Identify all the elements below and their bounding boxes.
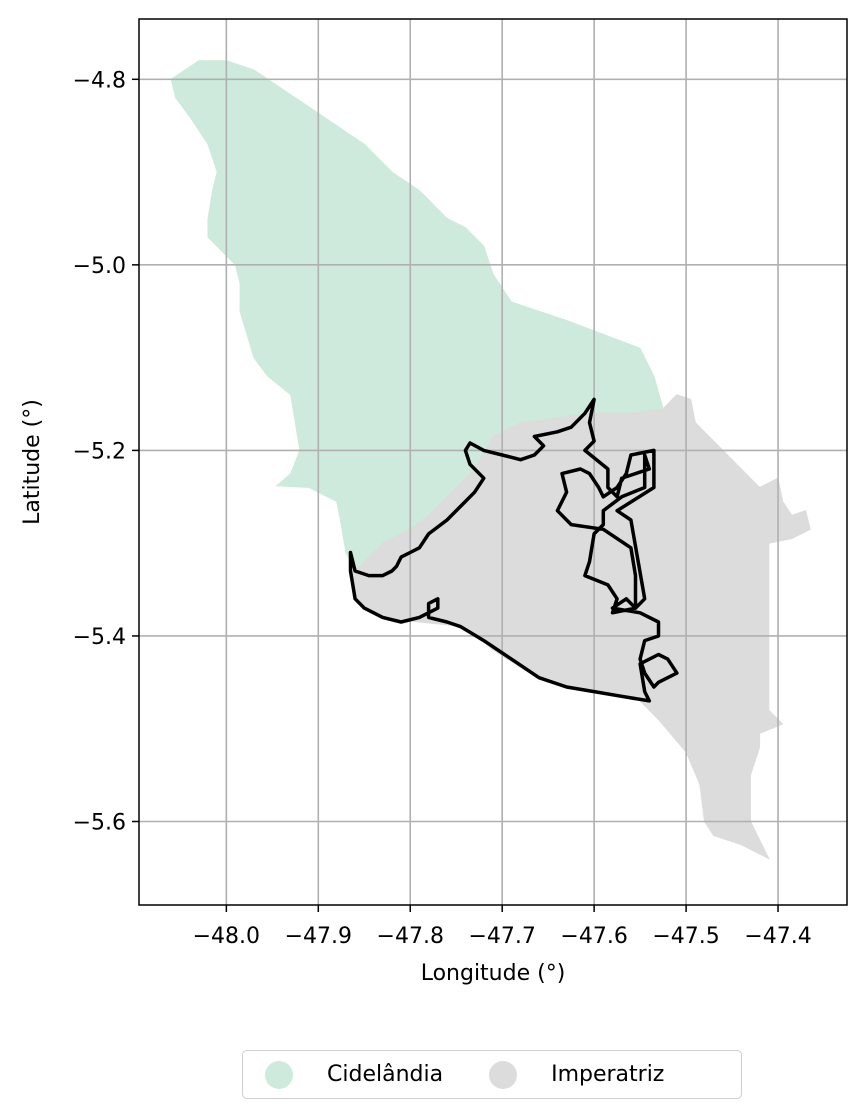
y-axis-ticks: −4.8 −5.0 −5.2 −5.4 −5.6 [73,68,139,836]
legend-label-imperatriz: Imperatriz [551,1062,665,1087]
legend-label-cidelandia: Cidelândia [327,1062,444,1087]
legend-marker-cidelandia [265,1060,293,1089]
x-tick-label: −47.8 [377,924,444,949]
y-tick-label: −5.2 [73,439,126,464]
x-tick-label: −47.7 [468,924,535,949]
x-tick-label: −47.6 [560,924,627,949]
legend-item-imperatriz: Imperatriz [489,1060,665,1089]
regions-layer [170,60,811,860]
plot-frame [138,18,848,906]
x-axis-ticks: −48.0 −47.9 −47.8 −47.7 −47.6 −47.5 −47.4 [193,905,812,949]
y-tick-label: −5.0 [73,254,126,279]
x-axis-title: Longitude (°) [421,961,566,986]
x-tick-label: −47.9 [285,924,352,949]
legend-marker-imperatriz [489,1060,518,1089]
y-tick-label: −4.8 [73,68,126,93]
urban-area-outline [348,397,679,703]
y-tick-label: −5.6 [73,811,126,836]
y-axis-title: Latitude (°) [20,399,45,525]
outline-layer [348,397,679,703]
grid-layer [139,19,847,905]
legend-item-cidelandia: Cidelândia [265,1060,444,1089]
x-tick-label: −47.5 [652,924,719,949]
x-tick-label: −48.0 [193,924,260,949]
legend: Cidelândia Imperatriz [242,1050,742,1099]
y-tick-label: −5.4 [73,625,126,650]
x-tick-label: −47.4 [744,924,811,949]
